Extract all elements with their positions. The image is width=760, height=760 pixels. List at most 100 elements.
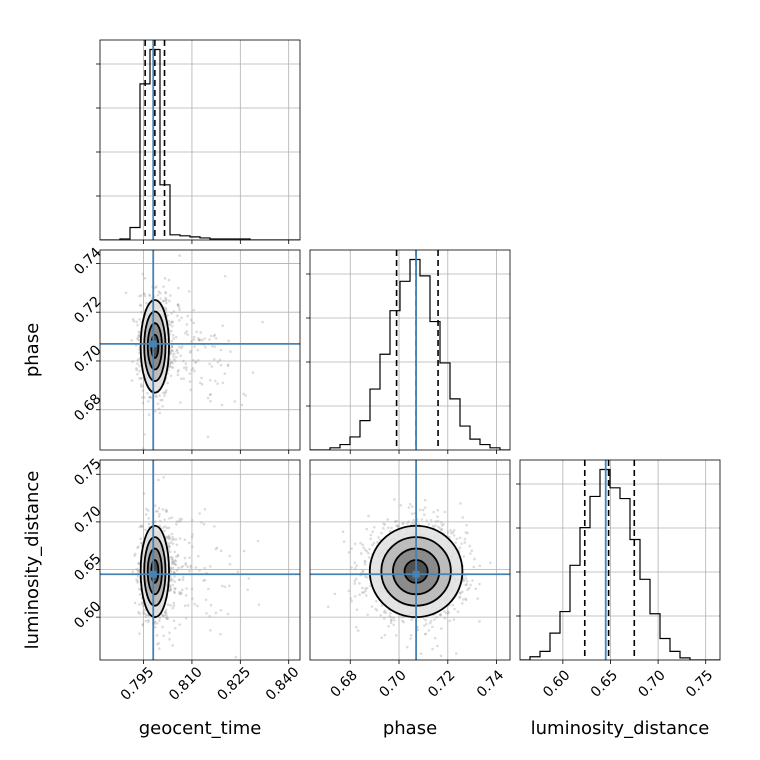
sample-point bbox=[450, 531, 453, 535]
sample-point bbox=[364, 587, 367, 591]
sample-point bbox=[452, 534, 456, 537]
sample-point bbox=[145, 507, 148, 511]
sample-point bbox=[433, 618, 436, 621]
sample-point bbox=[473, 557, 476, 561]
sample-point bbox=[187, 290, 191, 293]
sample-point bbox=[365, 549, 369, 553]
sample-point bbox=[395, 519, 398, 523]
sample-point bbox=[183, 604, 187, 608]
x-axis-title-phase: phase bbox=[383, 718, 437, 739]
sample-point bbox=[149, 396, 153, 399]
sample-point bbox=[170, 320, 174, 323]
sample-point bbox=[161, 508, 165, 511]
sample-point bbox=[186, 565, 190, 569]
sample-point bbox=[369, 533, 373, 537]
sample-point bbox=[411, 505, 414, 508]
sample-point bbox=[227, 339, 230, 343]
sample-point bbox=[174, 587, 177, 590]
sample-point bbox=[182, 366, 186, 370]
sample-point bbox=[170, 329, 173, 333]
sample-point bbox=[142, 492, 146, 495]
sample-point bbox=[171, 354, 175, 358]
sample-point bbox=[175, 349, 178, 353]
sample-point bbox=[190, 340, 193, 343]
sample-point bbox=[429, 619, 433, 623]
sample-point bbox=[136, 337, 139, 341]
sample-point bbox=[162, 299, 165, 303]
sample-point bbox=[141, 272, 145, 276]
sample-point bbox=[209, 334, 213, 338]
sample-point bbox=[184, 561, 187, 565]
sample-point bbox=[189, 349, 193, 353]
sample-point bbox=[163, 613, 167, 617]
sample-point bbox=[459, 591, 462, 594]
sample-point bbox=[178, 623, 182, 626]
sample-point bbox=[157, 407, 161, 411]
sample-point bbox=[350, 547, 353, 550]
sample-point bbox=[124, 291, 128, 295]
sample-point bbox=[191, 533, 194, 536]
sample-point bbox=[177, 520, 181, 523]
sample-point bbox=[392, 623, 396, 627]
sample-point bbox=[176, 304, 180, 307]
sample-point bbox=[169, 570, 173, 574]
sample-point bbox=[452, 528, 456, 532]
sample-point bbox=[431, 524, 435, 528]
sample-point bbox=[461, 590, 464, 594]
sample-point bbox=[167, 537, 171, 541]
sample-point bbox=[459, 502, 462, 505]
sample-point bbox=[201, 338, 204, 342]
sample-point bbox=[178, 517, 182, 521]
sample-point bbox=[147, 618, 150, 622]
sample-point bbox=[208, 378, 212, 382]
sample-point bbox=[395, 524, 398, 527]
sample-point bbox=[257, 603, 261, 606]
sample-point bbox=[172, 310, 176, 313]
sample-point bbox=[167, 526, 171, 530]
sample-point bbox=[158, 512, 161, 516]
sample-point bbox=[442, 523, 445, 526]
sample-point bbox=[333, 592, 337, 596]
sample-point bbox=[383, 523, 387, 526]
sample-point bbox=[147, 400, 150, 403]
sample-point bbox=[161, 391, 165, 395]
sample-point bbox=[408, 502, 412, 506]
x-tick-label: 0.75 bbox=[683, 667, 716, 700]
sample-point bbox=[416, 628, 420, 632]
sample-point bbox=[169, 579, 173, 583]
sample-point bbox=[170, 345, 174, 348]
sample-point bbox=[214, 547, 218, 551]
histogram-phase bbox=[310, 258, 510, 450]
sample-point bbox=[382, 617, 386, 620]
sample-point bbox=[140, 541, 143, 545]
sample-point bbox=[478, 620, 481, 623]
sample-point bbox=[158, 519, 162, 523]
sample-point bbox=[185, 323, 189, 326]
sample-point bbox=[468, 586, 471, 590]
sample-point bbox=[359, 541, 362, 545]
sample-point bbox=[447, 611, 450, 615]
sample-point bbox=[180, 377, 183, 381]
sample-point bbox=[168, 323, 172, 327]
sample-point bbox=[456, 610, 460, 614]
sample-point bbox=[209, 628, 212, 632]
sample-point bbox=[389, 616, 393, 619]
sample-point bbox=[184, 616, 188, 620]
sample-point bbox=[440, 524, 444, 527]
sample-point bbox=[363, 559, 367, 563]
sample-point bbox=[393, 618, 396, 622]
sample-point bbox=[181, 575, 185, 579]
sample-point bbox=[172, 590, 176, 593]
sample-point bbox=[206, 435, 210, 439]
sample-point bbox=[427, 522, 431, 526]
x-tick-label: 0.795 bbox=[118, 664, 158, 704]
sample-point bbox=[178, 308, 181, 312]
sample-point bbox=[175, 543, 179, 547]
sample-point bbox=[236, 570, 240, 574]
sample-point bbox=[471, 579, 474, 582]
sample-point bbox=[188, 372, 192, 375]
sample-point bbox=[427, 629, 431, 632]
sample-point bbox=[188, 569, 191, 573]
panel-geocent_time-geocent_time bbox=[96, 39, 301, 244]
